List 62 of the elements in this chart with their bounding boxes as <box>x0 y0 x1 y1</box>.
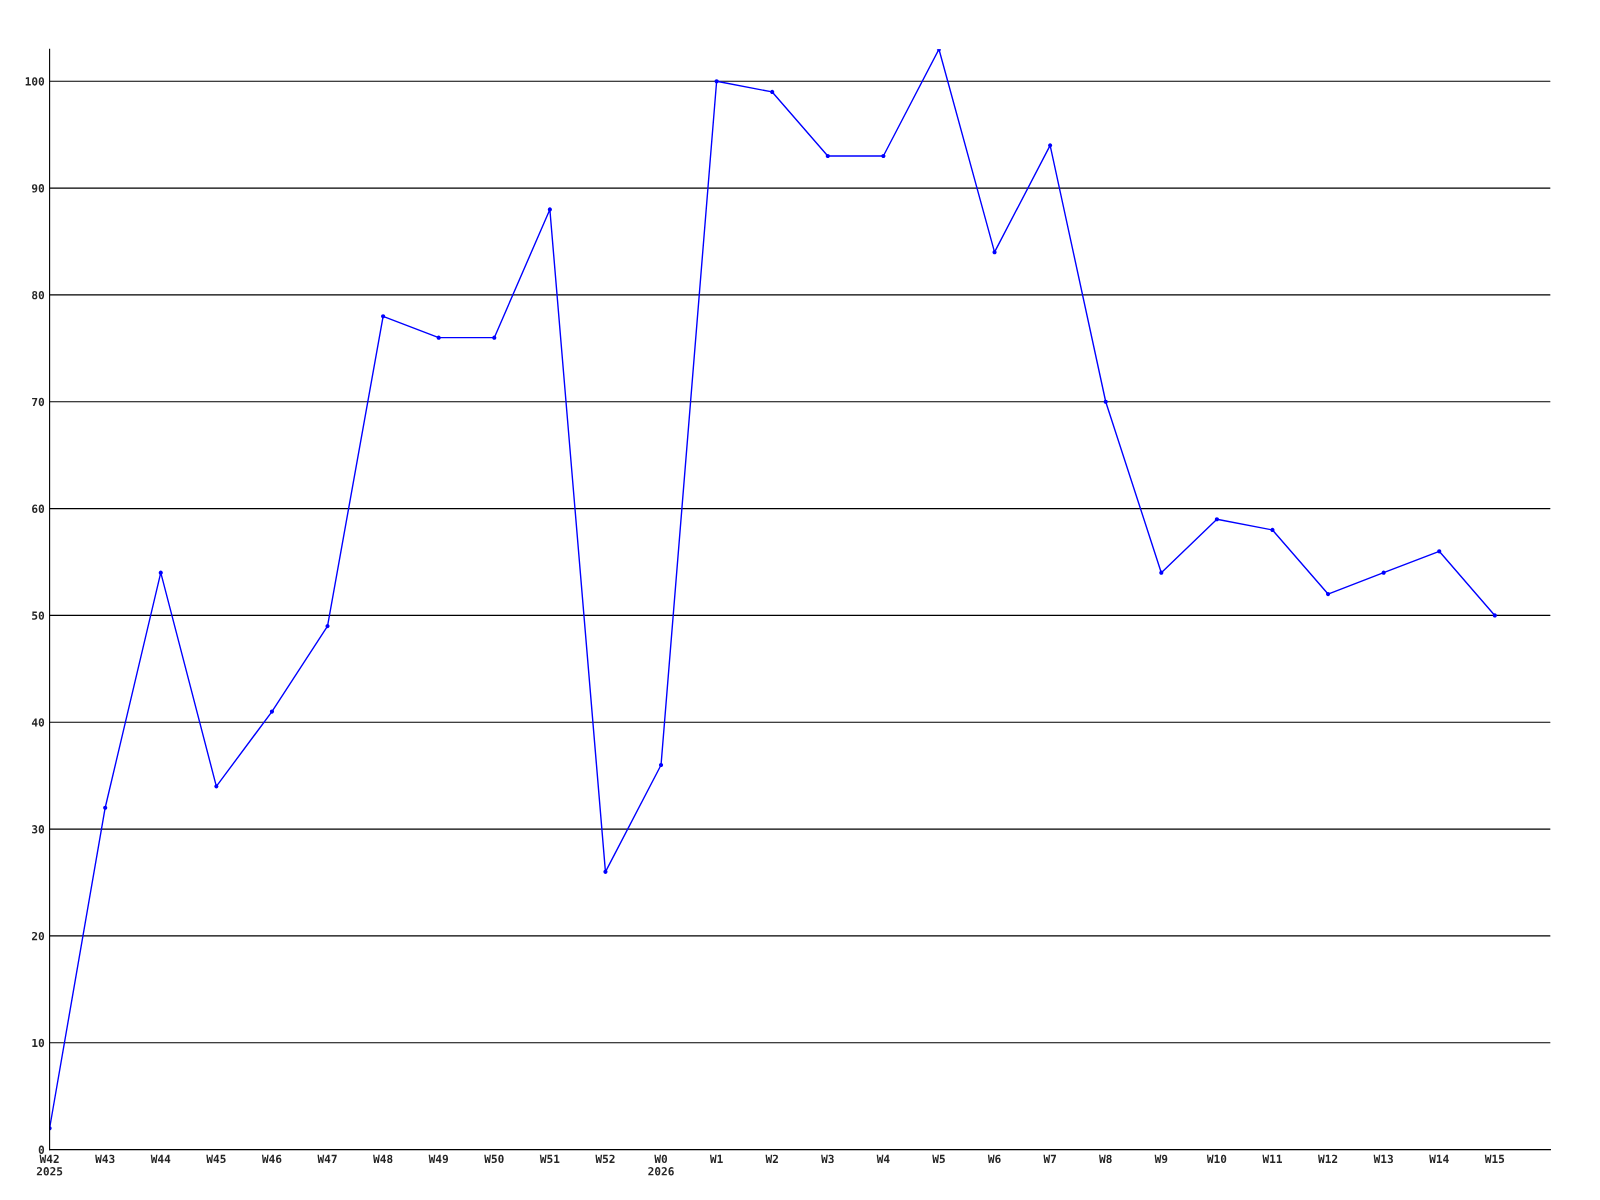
y-tick-label: 50 <box>32 611 45 620</box>
x-tick-label: W44 <box>150 1154 171 1163</box>
x-tick-label: W0 2026 <box>648 1154 674 1176</box>
x-tick-label: W3 <box>821 1154 834 1164</box>
point <box>103 805 108 810</box>
x-tick-label: W49 <box>428 1154 449 1164</box>
point <box>1325 591 1331 597</box>
y-tick-label: 90 <box>31 184 45 193</box>
point <box>825 153 830 159</box>
point <box>547 207 552 212</box>
y-tick-label: 10 <box>32 1038 45 1048</box>
point <box>436 335 441 340</box>
x-tick-label: W15 <box>1484 1154 1505 1164</box>
point <box>214 784 219 789</box>
y-tick-label: 70 <box>32 397 45 407</box>
y-tick-label: 20 <box>31 931 45 941</box>
x-tick-label: W51 <box>539 1154 560 1164</box>
point <box>325 624 330 629</box>
point <box>269 709 275 714</box>
x-tick-label: W45 <box>206 1154 226 1164</box>
x-tick-label: W1 <box>709 1154 723 1163</box>
point <box>770 89 775 95</box>
x-tick-label: W50 <box>484 1154 504 1164</box>
x-tick-label: W11 <box>1262 1154 1282 1163</box>
x-tick-label: W8 <box>1099 1154 1112 1164</box>
point <box>1159 570 1164 575</box>
x-tick-label: W47 <box>317 1154 337 1163</box>
point <box>1492 613 1497 618</box>
point <box>158 570 163 575</box>
point <box>1270 527 1275 533</box>
x-tick-label: W10 <box>1206 1154 1227 1164</box>
x-tick-label: W7 <box>1043 1154 1056 1163</box>
point <box>492 335 497 340</box>
point <box>1214 517 1219 522</box>
point <box>714 79 719 84</box>
y-tick-label: 0 <box>38 1145 45 1154</box>
y-tick-label: 100 <box>25 77 45 86</box>
point <box>1437 549 1442 554</box>
x-tick-label: W5 <box>932 1154 945 1164</box>
y-tick-label: 30 <box>32 825 45 834</box>
point <box>381 314 386 319</box>
point <box>1103 399 1108 404</box>
x-tick-label: W46 <box>261 1154 282 1164</box>
point <box>1048 143 1053 148</box>
y-tick-label: 40 <box>31 718 45 727</box>
x-tick-label: W48 <box>373 1154 393 1164</box>
x-tick-label: W52 <box>595 1154 615 1164</box>
point <box>992 250 997 255</box>
x-tick-label: W14 <box>1429 1154 1449 1163</box>
y-tick-label: 80 <box>32 290 45 300</box>
point <box>1381 570 1386 575</box>
x-tick-label: W43 <box>95 1154 115 1164</box>
x-tick-label: W42 2025 <box>36 1154 63 1176</box>
x-tick-label: W4 <box>876 1154 890 1163</box>
x-tick-label: W12 <box>1318 1154 1338 1163</box>
point <box>603 869 608 874</box>
y-tick-label: 60 <box>32 504 45 513</box>
x-tick-label: W13 <box>1373 1154 1393 1164</box>
x-tick-label: W9 <box>1154 1154 1168 1164</box>
point <box>881 153 886 159</box>
x-tick-label: W2 <box>765 1154 778 1163</box>
x-tick-label: W6 <box>987 1154 1001 1164</box>
